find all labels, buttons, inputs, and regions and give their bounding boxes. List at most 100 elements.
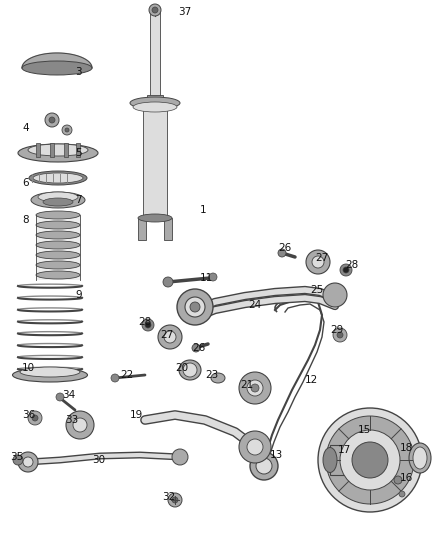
Bar <box>138 218 146 240</box>
Text: 28: 28 <box>345 260 358 270</box>
Ellipse shape <box>33 173 83 183</box>
Circle shape <box>209 273 217 281</box>
Text: 16: 16 <box>400 473 413 483</box>
Bar <box>150 8 160 103</box>
Text: 23: 23 <box>205 370 218 380</box>
Circle shape <box>18 452 38 472</box>
Ellipse shape <box>28 144 88 156</box>
Circle shape <box>65 128 69 132</box>
Ellipse shape <box>133 102 177 112</box>
Circle shape <box>13 455 23 465</box>
Circle shape <box>343 267 349 273</box>
Text: 21: 21 <box>240 380 253 390</box>
Circle shape <box>177 289 213 325</box>
Ellipse shape <box>36 231 80 239</box>
Text: 19: 19 <box>130 410 143 420</box>
Text: 30: 30 <box>92 455 105 465</box>
Text: 35: 35 <box>10 452 23 462</box>
Ellipse shape <box>22 61 92 75</box>
Text: 28: 28 <box>138 317 151 327</box>
Text: 27: 27 <box>315 253 328 263</box>
Ellipse shape <box>20 367 80 377</box>
Text: 17: 17 <box>338 445 351 455</box>
Circle shape <box>142 319 154 331</box>
Text: 5: 5 <box>75 148 81 158</box>
Circle shape <box>149 4 161 16</box>
Circle shape <box>278 249 286 257</box>
Circle shape <box>45 113 59 127</box>
Text: 33: 33 <box>65 415 78 425</box>
Circle shape <box>352 442 388 478</box>
Text: 26: 26 <box>278 243 291 253</box>
Circle shape <box>163 277 173 287</box>
Ellipse shape <box>36 241 80 249</box>
Text: 24: 24 <box>248 300 261 310</box>
Ellipse shape <box>323 448 337 472</box>
Circle shape <box>239 431 271 463</box>
Circle shape <box>394 476 402 484</box>
Circle shape <box>32 415 38 421</box>
Text: 27: 27 <box>160 330 173 340</box>
Text: 37: 37 <box>178 7 191 17</box>
Text: 6: 6 <box>22 178 28 188</box>
Circle shape <box>340 264 352 276</box>
Ellipse shape <box>38 192 78 202</box>
Circle shape <box>247 439 263 455</box>
Ellipse shape <box>13 368 88 382</box>
Circle shape <box>145 322 151 328</box>
Bar <box>36 143 40 157</box>
Bar <box>330 445 355 475</box>
Ellipse shape <box>183 363 197 377</box>
Circle shape <box>56 393 64 401</box>
Ellipse shape <box>138 214 172 222</box>
Circle shape <box>73 418 87 432</box>
Ellipse shape <box>31 192 85 208</box>
Circle shape <box>23 457 33 467</box>
Circle shape <box>192 344 200 352</box>
Ellipse shape <box>18 144 98 162</box>
Circle shape <box>337 332 343 338</box>
Circle shape <box>250 452 278 480</box>
Text: 4: 4 <box>22 123 28 133</box>
Ellipse shape <box>36 261 80 269</box>
Circle shape <box>158 325 182 349</box>
Ellipse shape <box>409 443 431 473</box>
Circle shape <box>190 302 200 312</box>
Circle shape <box>172 449 188 465</box>
Circle shape <box>399 491 405 497</box>
Ellipse shape <box>130 97 180 109</box>
Circle shape <box>172 497 178 503</box>
Ellipse shape <box>29 171 87 185</box>
Circle shape <box>340 430 400 490</box>
Circle shape <box>152 7 158 13</box>
Text: 13: 13 <box>270 450 283 460</box>
Bar <box>36 215 80 280</box>
Text: 25: 25 <box>310 285 323 295</box>
Bar <box>76 143 80 157</box>
Text: 26: 26 <box>192 343 205 353</box>
Circle shape <box>185 297 205 317</box>
Text: 3: 3 <box>75 67 81 77</box>
Circle shape <box>111 374 119 382</box>
Ellipse shape <box>36 251 80 259</box>
Circle shape <box>318 408 422 512</box>
Text: 29: 29 <box>330 325 343 335</box>
Text: 22: 22 <box>120 370 133 380</box>
Text: 8: 8 <box>22 215 28 225</box>
Text: 20: 20 <box>175 363 188 373</box>
Circle shape <box>66 411 94 439</box>
Bar <box>50 143 54 157</box>
Text: 15: 15 <box>358 425 371 435</box>
Circle shape <box>239 372 271 404</box>
Circle shape <box>251 384 259 392</box>
Circle shape <box>164 331 176 343</box>
Text: 34: 34 <box>62 390 75 400</box>
Ellipse shape <box>43 198 73 206</box>
Circle shape <box>168 493 182 507</box>
Text: 11: 11 <box>200 273 213 283</box>
Circle shape <box>323 283 347 307</box>
Ellipse shape <box>36 221 80 229</box>
Circle shape <box>306 250 330 274</box>
Bar <box>147 95 163 103</box>
Circle shape <box>49 117 55 123</box>
